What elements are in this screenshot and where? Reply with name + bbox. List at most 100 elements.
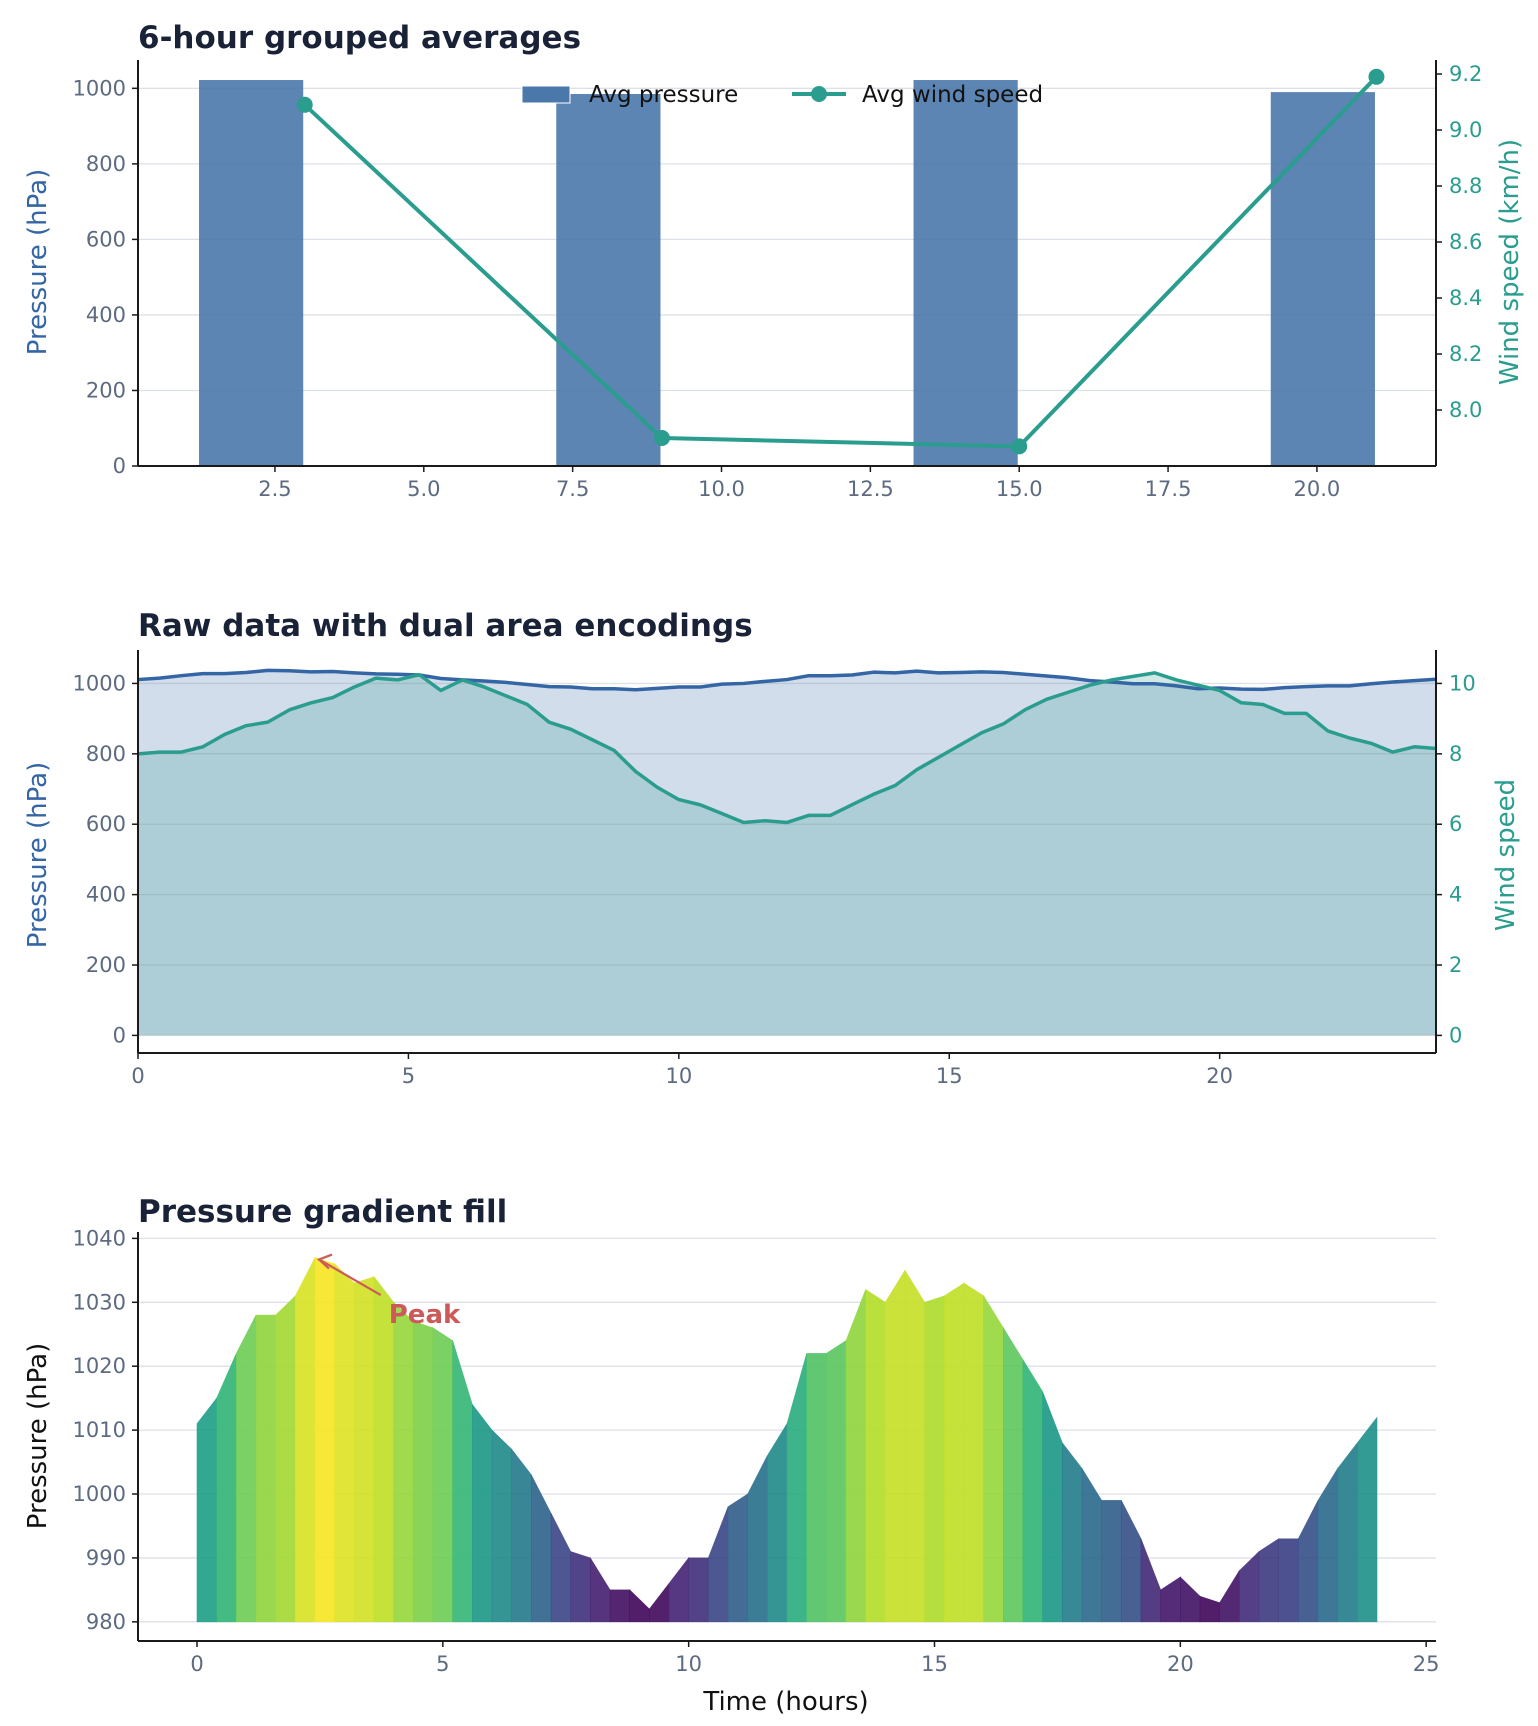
gradient-segment <box>314 1257 335 1623</box>
y-tick-label: 1020 <box>73 1354 126 1378</box>
y2-tick-label: 8.6 <box>1449 230 1482 254</box>
pressure-bar <box>913 80 1018 466</box>
axes <box>132 650 1442 1059</box>
y2-tick-label: 6 <box>1449 812 1462 836</box>
y-tick-label: 1000 <box>73 1482 126 1506</box>
pressure-line <box>137 668 1437 692</box>
y-tick-label: 800 <box>86 742 126 766</box>
chart-pressure-gradient: 0 5 10 15 20 25 980 990 1000 1010 1020 1030 1040 Pe… <box>23 1194 1440 1717</box>
gradient-segment <box>255 1314 276 1623</box>
gridlines <box>138 87 1436 467</box>
gradient-segment <box>1042 1391 1063 1623</box>
legend: Avg pressure Avg wind speed <box>521 82 1043 108</box>
y2-tick-label: 10 <box>1449 671 1476 695</box>
gradient-segment <box>845 1289 866 1623</box>
x-tick-label: 5.0 <box>407 477 440 501</box>
gradient-segment <box>865 1288 886 1623</box>
y-tick-label: 1000 <box>73 671 126 695</box>
y-tick-label: 980 <box>86 1610 126 1634</box>
y-axis-label: Pressure (hPa) <box>23 1343 53 1530</box>
x-tick-labels: 2.5 5.0 7.5 10.0 12.5 15.0 17.5 20.0 <box>258 477 1340 501</box>
legend-label-pressure: Avg pressure <box>589 82 738 108</box>
gradient-segment <box>609 1589 630 1623</box>
gridlines <box>138 682 1436 1037</box>
y2-tick-label: 9.0 <box>1449 118 1482 142</box>
wind-speed-point <box>1011 438 1028 455</box>
gradient-segment <box>393 1301 414 1623</box>
x-tick-label: 0 <box>190 1652 203 1676</box>
x-tick-label: 20.0 <box>1294 477 1341 501</box>
y2-tick-label: 8.4 <box>1449 286 1482 310</box>
annotation-arrow <box>320 1259 382 1297</box>
gradient-segment <box>550 1513 571 1623</box>
x-tick-label: 5 <box>402 1064 415 1088</box>
x-tick-label: 15 <box>921 1652 948 1676</box>
x-tick-label: 20 <box>1167 1652 1194 1676</box>
pressure-bars <box>199 80 1375 467</box>
series-lines <box>137 668 1437 825</box>
y-tick-label: 200 <box>86 378 126 402</box>
gradient-segment <box>570 1551 591 1623</box>
gradient-segment <box>1081 1467 1102 1623</box>
y-tick-labels: 0 200 400 600 800 1000 <box>73 76 126 478</box>
gradient-segment <box>511 1448 532 1623</box>
y2-tick-label: 9.2 <box>1449 62 1482 86</box>
gradient-segment <box>885 1269 906 1623</box>
chart-title: Pressure gradient fill <box>138 1194 507 1230</box>
chart-raw-data: 0 5 10 15 20 0 200 400 600 800 1000 0 2 4 6 8 10 Raw d… <box>23 608 1521 1088</box>
gradient-segment <box>432 1327 453 1623</box>
gradient-segment <box>1101 1500 1122 1623</box>
x-tick-label: 10.0 <box>698 477 745 501</box>
y-tick-label: 400 <box>86 883 126 907</box>
y2-tick-label: 8.8 <box>1449 174 1482 198</box>
gradient-segment <box>1022 1358 1043 1623</box>
gradient-segment <box>295 1257 316 1623</box>
chart-title: Raw data with dual area encodings <box>138 608 753 644</box>
wind-speed-line <box>137 671 1437 825</box>
gradient-segment <box>1298 1500 1319 1623</box>
y2-tick-label: 2 <box>1449 953 1462 977</box>
pressure-bar <box>1270 92 1375 466</box>
x-tick-label: 17.5 <box>1145 477 1192 501</box>
gradient-segment <box>1219 1569 1240 1623</box>
y-tick-label: 400 <box>86 303 126 327</box>
peak-annotation: Peak <box>316 1253 461 1330</box>
y-tick-labels: 980 990 1000 1010 1020 1030 1040 <box>73 1226 126 1633</box>
gradient-segment <box>1160 1576 1181 1623</box>
gradient-segment <box>216 1353 237 1623</box>
y2-axis-label: Wind speed <box>1491 779 1521 931</box>
wind-speed-point <box>653 430 670 446</box>
gradient-segment <box>983 1294 1004 1623</box>
x-tick-label: 5 <box>436 1652 449 1676</box>
legend-label-wind: Avg wind speed <box>862 82 1043 108</box>
gradient-segment <box>767 1422 788 1623</box>
y2-tick-labels: 8.0 8.2 8.4 8.6 8.8 9.0 9.2 <box>1449 62 1482 422</box>
gradient-segment <box>472 1403 493 1623</box>
gradient-segment <box>1258 1538 1279 1623</box>
gradient-segment <box>1199 1595 1220 1623</box>
wind-speed-line <box>296 68 1385 455</box>
y-tick-label: 0 <box>113 454 126 478</box>
chart-title: 6-hour grouped averages <box>138 20 581 56</box>
pressure-area-fill <box>138 670 1436 1036</box>
gradient-segment <box>963 1282 984 1623</box>
y-axis-label: Pressure (hPa) <box>23 762 53 949</box>
y-tick-label: 1040 <box>73 1226 126 1250</box>
x-tick-label: 7.5 <box>556 477 589 501</box>
gradient-segment <box>1003 1326 1024 1623</box>
gradient-segment <box>708 1506 729 1623</box>
pressure-bar <box>199 80 304 466</box>
gradient-segment <box>491 1429 512 1623</box>
gradient-segment <box>1357 1416 1378 1623</box>
gradient-segment <box>629 1589 650 1623</box>
y2-tick-label: 8 <box>1449 742 1462 766</box>
y-tick-label: 990 <box>86 1546 126 1570</box>
gradient-segment <box>786 1353 807 1623</box>
y2-tick-label: 4 <box>1449 883 1462 907</box>
x-tick-labels: 0 5 10 15 20 25 <box>190 1652 1439 1676</box>
gradient-segment <box>944 1282 965 1623</box>
gradient-segment <box>668 1557 689 1623</box>
y-tick-label: 800 <box>86 152 126 176</box>
gradient-segment <box>590 1556 611 1623</box>
x-tick-label: 10 <box>665 1064 692 1088</box>
